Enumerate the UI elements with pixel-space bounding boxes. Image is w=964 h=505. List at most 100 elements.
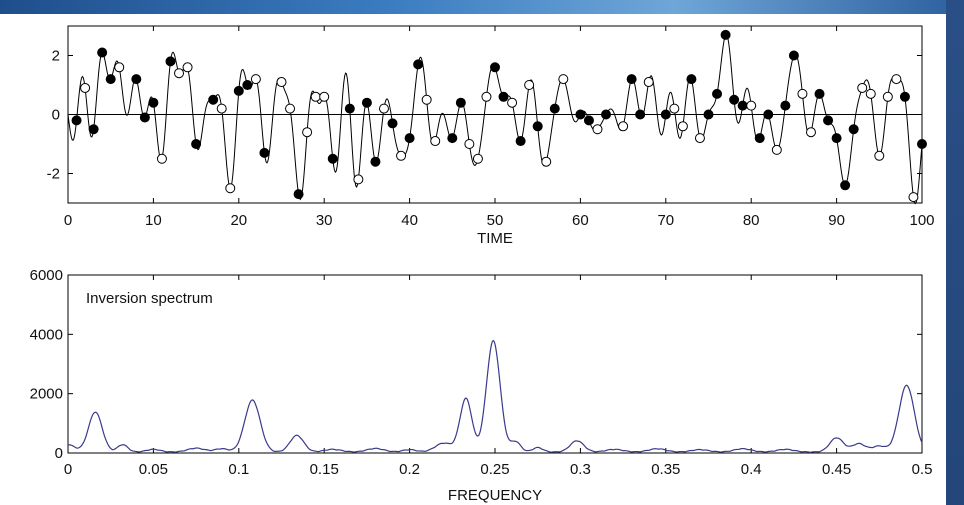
open-sample-point	[174, 68, 185, 79]
frequency-tick-label: 0.15	[310, 461, 339, 478]
open-sample-point	[250, 74, 261, 85]
open-sample-point	[285, 103, 296, 114]
filled-sample-point	[823, 115, 834, 126]
filled-sample-point	[242, 80, 253, 90]
open-sample-point	[694, 133, 705, 144]
open-sample-point	[302, 127, 313, 138]
frequency-tick-label: 0.1	[228, 461, 249, 478]
filled-sample-point	[139, 112, 150, 123]
time-tick-label: 80	[743, 212, 760, 229]
open-sample-point	[882, 91, 893, 102]
time-tick-label: 100	[909, 212, 934, 229]
open-sample-point	[541, 156, 552, 167]
right-edge-strip	[946, 0, 964, 505]
open-sample-point	[677, 121, 688, 132]
open-sample-point	[464, 139, 475, 149]
top-banner	[0, 0, 964, 14]
filled-sample-point	[720, 29, 731, 40]
open-sample-point	[669, 103, 680, 114]
frequency-tick-label: 0.3	[570, 461, 591, 478]
time-tick-label: 40	[401, 212, 418, 229]
open-sample-point	[805, 127, 816, 138]
open-sample-point	[746, 100, 757, 111]
time-tick-label: 70	[657, 212, 674, 229]
filled-sample-point	[788, 50, 799, 61]
filled-sample-point	[71, 115, 82, 126]
open-sample-point	[481, 91, 492, 102]
open-sample-point	[396, 150, 407, 161]
open-sample-point	[643, 77, 654, 88]
filled-sample-point	[763, 109, 774, 120]
filled-sample-point	[583, 115, 594, 126]
filled-sample-point	[148, 97, 159, 108]
time-tick-label: 50	[487, 212, 504, 229]
open-sample-point	[378, 103, 389, 114]
frequency-tick-label: 0.05	[139, 461, 168, 478]
filled-sample-point	[97, 47, 108, 58]
open-sample-point	[558, 74, 569, 85]
frequency-tick-label: 0.5	[912, 461, 933, 478]
open-sample-point	[182, 62, 193, 73]
filled-sample-point	[447, 133, 458, 144]
time-y-ticks: 2 0 -2	[47, 48, 922, 183]
open-sample-point	[276, 77, 287, 88]
filled-sample-point	[635, 109, 646, 120]
spectrum-plot: 0 0.05 0.1 0.15 0.2 0.25 0.3 0.35 0.4 0.45 0.5 600…	[30, 267, 933, 504]
filled-sample-point	[208, 94, 219, 105]
open-sample-point	[618, 121, 629, 132]
filled-sample-point	[660, 109, 671, 120]
time-y-tick-label: 2	[52, 48, 60, 65]
time-tick-label: 60	[572, 212, 589, 229]
filled-sample-point	[814, 88, 825, 99]
frequency-tick-label: 0.35	[651, 461, 680, 478]
filled-sample-point	[831, 133, 842, 144]
time-tick-label: 0	[64, 212, 72, 229]
open-sample-point	[524, 80, 535, 90]
filled-sample-point	[413, 59, 424, 70]
frequency-tick-label: 0.2	[399, 461, 420, 478]
frequency-tick-label: 0.45	[822, 461, 851, 478]
open-sample-point	[472, 153, 483, 164]
open-sample-point	[156, 153, 167, 164]
filled-sample-point	[233, 85, 244, 96]
filled-sample-point	[105, 74, 116, 85]
filled-sample-point	[549, 103, 560, 114]
filled-sample-point	[490, 62, 500, 73]
filled-sample-point	[737, 100, 748, 111]
filled-sample-point	[344, 103, 355, 114]
frequency-x-ticks: 0 0.05 0.1 0.15 0.2 0.25 0.3 0.35 0.4 0.45 0.5	[64, 275, 933, 478]
open-sample-point	[421, 94, 432, 105]
filled-sample-point	[575, 109, 586, 120]
filled-sample-point	[327, 153, 338, 164]
filled-sample-point	[601, 109, 612, 120]
filled-sample-point	[754, 133, 765, 144]
open-sample-point	[310, 91, 321, 102]
open-sample-point	[319, 91, 330, 102]
frequency-tick-label: 0.25	[480, 461, 509, 478]
open-sample-point	[797, 88, 808, 99]
open-sample-point	[225, 183, 236, 194]
time-x-ticks: 0 10 20 30 40 50 60 70 80 90 100	[64, 26, 935, 229]
time-tick-label: 10	[145, 212, 162, 229]
filled-sample-point	[165, 56, 176, 67]
filled-sample-point	[917, 139, 927, 149]
x-axis-label-time: TIME	[477, 230, 513, 247]
open-sample-point	[857, 82, 868, 93]
filled-sample-point	[712, 88, 723, 99]
filled-sample-point	[515, 136, 526, 147]
filled-sample-point	[703, 109, 714, 120]
open-sample-point	[353, 174, 364, 185]
filled-sample-point	[387, 118, 398, 129]
inversion-spectrum-annotation: Inversion spectrum	[86, 290, 213, 307]
filled-sample-point	[780, 100, 791, 111]
open-sample-point	[771, 144, 782, 155]
filled-sample-point	[293, 189, 304, 200]
frequency-tick-label: 0.4	[741, 461, 762, 478]
open-sample-point	[430, 136, 441, 147]
time-y-tick-label: -2	[47, 166, 60, 183]
filled-sample-point	[840, 180, 851, 191]
filled-sample-point	[370, 156, 381, 167]
filled-sample-point	[455, 97, 466, 108]
filled-sample-point	[899, 91, 910, 102]
